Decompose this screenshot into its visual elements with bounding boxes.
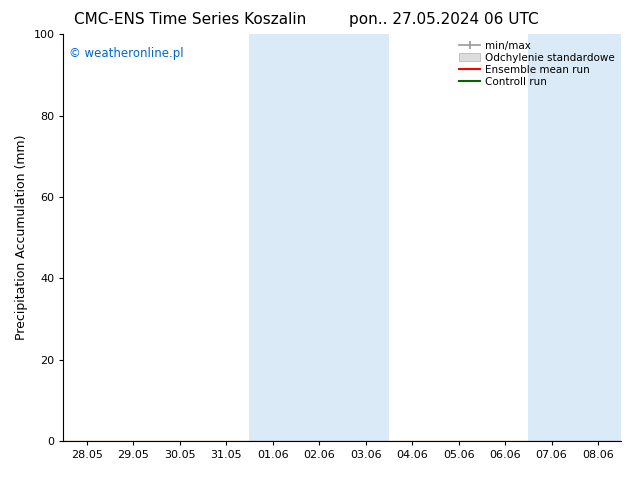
Text: CMC-ENS Time Series Koszalin: CMC-ENS Time Series Koszalin (74, 12, 306, 27)
Bar (528, 34, 621, 441)
Legend: min/max, Odchylenie standardowe, Ensemble mean run, Controll run: min/max, Odchylenie standardowe, Ensembl… (455, 36, 619, 91)
Bar (249, 34, 389, 441)
Y-axis label: Precipitation Accumulation (mm): Precipitation Accumulation (mm) (15, 135, 28, 341)
Text: © weatheronline.pl: © weatheronline.pl (69, 47, 184, 59)
Text: pon.. 27.05.2024 06 UTC: pon.. 27.05.2024 06 UTC (349, 12, 539, 27)
